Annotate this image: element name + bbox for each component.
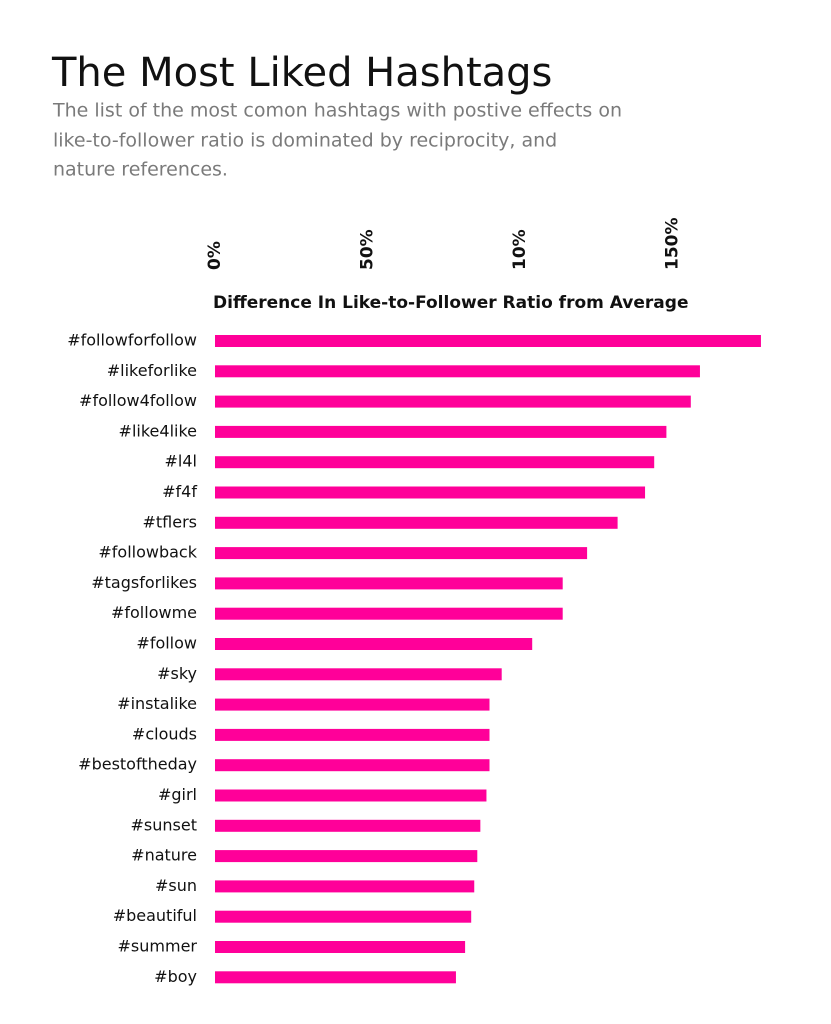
bar <box>215 456 655 469</box>
bar <box>215 668 502 681</box>
bar <box>215 486 646 499</box>
subtitle-line: The list of the most comon hashtags with… <box>52 100 622 122</box>
y-tick-label: #bestoftheday <box>78 755 197 774</box>
y-tick-label: #follow <box>136 634 197 653</box>
bar <box>215 941 466 953</box>
bar <box>215 335 761 347</box>
y-tick-label: #l4l <box>165 452 197 471</box>
y-tick-label: #girl <box>158 785 197 804</box>
y-tick-label: #sunset <box>131 815 197 834</box>
bar <box>215 577 563 590</box>
bar <box>215 638 533 650</box>
y-tick-label: #instalike <box>117 694 197 713</box>
y-tick-label: #followback <box>98 543 197 562</box>
y-tick-label: #followforfollow <box>67 331 197 350</box>
x-tick-label: 0% <box>205 241 225 270</box>
bar <box>215 880 475 893</box>
y-tick-label: #boy <box>154 967 197 986</box>
chart-title: The Most Liked Hashtags <box>51 50 552 96</box>
bar <box>215 910 472 923</box>
bar <box>215 728 490 741</box>
axis-label: Difference In Like-to-Follower Ratio fro… <box>213 293 688 313</box>
y-tick-label: #nature <box>131 846 197 865</box>
x-tick-label: 150% <box>663 217 683 270</box>
bar <box>215 971 456 984</box>
subtitle-line: like-to-follower ratio is dominated by r… <box>53 130 557 152</box>
y-tick-label: #like4like <box>119 421 197 440</box>
y-tick-label: #tagsforlikes <box>91 573 197 592</box>
subtitle-line: nature references. <box>53 159 228 181</box>
y-tick-label: #tflers <box>142 512 197 531</box>
bar <box>215 516 618 529</box>
bar <box>215 819 481 832</box>
y-tick-label: #beautiful <box>113 906 197 925</box>
x-tick-label: 10% <box>510 229 530 270</box>
y-tick-label: #clouds <box>132 724 197 743</box>
y-tick-label: #sun <box>155 876 197 895</box>
y-tick-label: #likeforlike <box>107 361 197 380</box>
bar <box>215 789 487 802</box>
bar <box>215 759 490 772</box>
bar <box>215 698 490 711</box>
y-tick-label: #follow4follow <box>79 391 197 410</box>
bar <box>215 850 478 863</box>
bar <box>215 395 691 408</box>
bar <box>215 547 588 560</box>
bar <box>215 425 667 438</box>
bar <box>215 607 563 620</box>
y-tick-label: #followme <box>111 603 197 622</box>
bar <box>215 365 700 378</box>
y-tick-label: #f4f <box>162 482 197 501</box>
x-tick-label: 50% <box>358 229 378 270</box>
y-tick-label: #sky <box>157 664 197 683</box>
y-tick-label: #summer <box>118 937 198 956</box>
